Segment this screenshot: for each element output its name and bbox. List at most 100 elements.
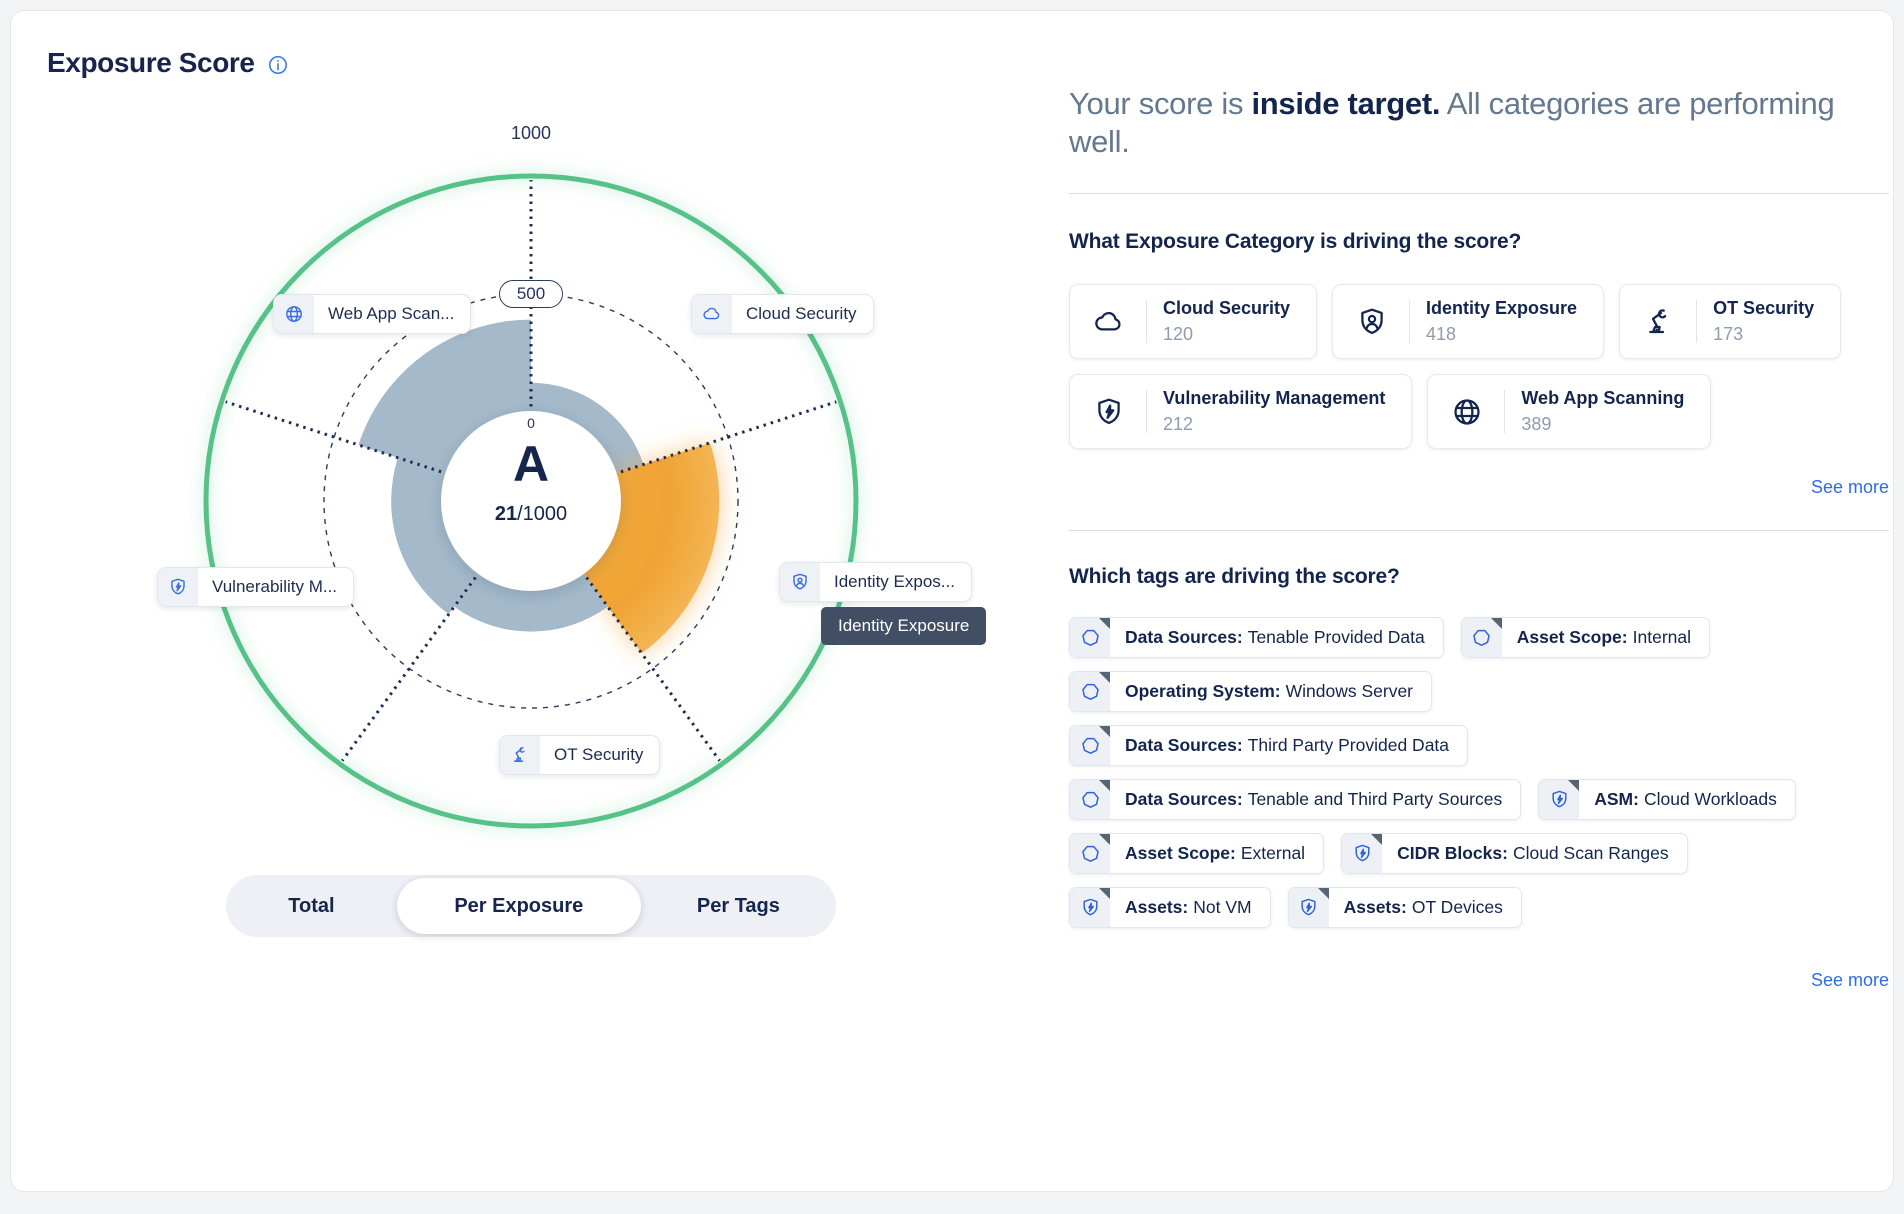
tag-chip-text: Assets: Not VM xyxy=(1125,897,1252,917)
sector-spoke xyxy=(613,400,837,476)
radial-chart-svg[interactable] xyxy=(11,11,1051,971)
tags-question: Which tags are driving the score? xyxy=(1069,565,1400,588)
tag-row: Operating System: Windows Server xyxy=(1069,671,1889,712)
divider xyxy=(1146,390,1147,433)
category-question: What Exposure Category is driving the sc… xyxy=(1069,230,1522,253)
axis-tick-1000: 1000 xyxy=(510,123,552,143)
tag-chip-text: Assets: OT Devices xyxy=(1343,897,1503,917)
score-grade: A xyxy=(512,436,550,492)
target-ring xyxy=(203,173,859,829)
tag-row: Data Sources: Tenable and Third Party Sou… xyxy=(1069,779,1889,820)
sector-spoke xyxy=(225,400,449,476)
identity-badge-icon xyxy=(1349,298,1395,345)
category-card-title: Vulnerability Management xyxy=(1163,388,1386,408)
midpoint-dashed-circle xyxy=(323,293,739,709)
toggle-total[interactable]: Total xyxy=(288,894,335,917)
chip-label: OT Security xyxy=(554,745,644,764)
tag-chip[interactable]: Data Sources: Third Party Provided Data xyxy=(1069,725,1469,766)
heptagon-tag-icon xyxy=(1461,618,1502,657)
tag-chip[interactable]: CIDR Blocks: Cloud Scan Ranges xyxy=(1341,833,1688,874)
category-card-title: OT Security xyxy=(1713,298,1815,318)
shield-lightning-icon xyxy=(1288,888,1329,927)
folded-corner xyxy=(1099,726,1110,737)
insights-panel: Your score is inside target. All categor… xyxy=(1069,85,1889,991)
heptagon-tag-icon xyxy=(1070,672,1110,711)
category-card-title: Identity Exposure xyxy=(1426,298,1578,318)
category-chip-cloud-security[interactable]: Cloud Security xyxy=(691,294,874,334)
page-title: Exposure Score xyxy=(47,47,289,79)
folded-corner xyxy=(1490,618,1502,629)
sector-spoke xyxy=(341,570,482,762)
heptagon-tag-icon xyxy=(1070,618,1110,657)
category-card-title: Cloud Security xyxy=(1163,298,1291,318)
tag-chip[interactable]: Assets: Not VM xyxy=(1069,887,1271,928)
divider xyxy=(1409,300,1411,343)
exposure-score-widget: Exposure Score xyxy=(10,10,1894,1192)
exposure-radial-chart: 1000 500 0 A 21/1000 Web App Scan... Clo… xyxy=(11,11,1051,971)
page-title-text: Exposure Score xyxy=(47,47,255,78)
category-chip-identity-exposure[interactable]: Identity Expos... xyxy=(779,562,972,602)
tag-chip-text: ASM: Cloud Workloads xyxy=(1594,789,1777,809)
chip-label: Web App Scan... xyxy=(328,304,455,323)
score-summary: Your score is inside target. All categor… xyxy=(1069,85,1889,161)
globe-icon xyxy=(274,295,314,333)
category-card-text: Vulnerability Management 212 xyxy=(1163,388,1385,435)
category-card-text: Identity Exposure 418 xyxy=(1426,298,1577,345)
tag-row: Assets: Not VM Assets: OT Devices xyxy=(1069,887,1889,928)
see-more-categories-link[interactable]: See more xyxy=(1810,477,1889,497)
tag-chip-text: Data Sources: Tenable and Third Party Sou… xyxy=(1125,789,1503,809)
see-more-tags-link[interactable]: See more xyxy=(1810,970,1889,990)
folded-corner xyxy=(1568,780,1580,791)
toggle-per-exposure[interactable]: Per Exposure xyxy=(396,878,641,934)
category-card-value: 212 xyxy=(1163,414,1194,434)
category-card-text: Web App Scanning 389 xyxy=(1521,388,1684,435)
identity-badge-icon xyxy=(780,563,820,601)
tag-chip[interactable]: Asset Scope: Internal xyxy=(1460,617,1710,658)
category-chip-web-app-scanning[interactable]: Web App Scan... xyxy=(273,294,472,334)
summary-prefix: Your score is xyxy=(1069,86,1252,121)
robot-arm-icon xyxy=(500,736,540,774)
tag-chip-text: Operating System: Windows Server xyxy=(1125,681,1414,701)
robot-arm-icon xyxy=(1636,298,1682,345)
shield-lightning-icon xyxy=(1086,388,1132,435)
tag-chip[interactable]: Assets: OT Devices xyxy=(1287,887,1522,928)
tag-chip[interactable]: Data Sources: Tenable and Third Party Sou… xyxy=(1069,779,1522,820)
view-toggle: Total Per Exposure Per Tags xyxy=(226,875,836,937)
category-card[interactable]: Cloud Security 120 xyxy=(1069,284,1318,359)
divider xyxy=(1696,300,1698,343)
tag-chip[interactable]: Asset Scope: External xyxy=(1069,833,1325,874)
folded-corner xyxy=(1371,834,1383,845)
category-card-value: 418 xyxy=(1426,324,1457,344)
axis-tick-0: 0 xyxy=(527,415,535,431)
category-card[interactable]: Identity Exposure 418 xyxy=(1332,284,1605,359)
globe-icon xyxy=(1444,388,1490,435)
chip-label: Vulnerability M... xyxy=(212,577,338,596)
category-card[interactable]: Vulnerability Management 212 xyxy=(1069,374,1413,449)
folded-corner xyxy=(1099,672,1110,683)
toggle-per-tags[interactable]: Per Tags xyxy=(696,894,780,917)
category-chip-vulnerability-management[interactable]: Vulnerability M... xyxy=(157,567,355,607)
category-card-title: Web App Scanning xyxy=(1521,388,1685,408)
divider xyxy=(1146,300,1147,343)
category-chip-ot-security[interactable]: OT Security xyxy=(499,735,661,775)
tag-chip[interactable]: Data Sources: Tenable Provided Data xyxy=(1069,617,1444,658)
category-card[interactable]: Web App Scanning 389 xyxy=(1427,374,1712,449)
divider xyxy=(1504,390,1506,433)
tag-row: Data Sources: Tenable Provided Data Asset … xyxy=(1069,617,1889,658)
tag-chip[interactable]: Operating System: Windows Server xyxy=(1069,671,1433,712)
category-cards: Cloud Security 120 Identity Exposure 418 OT … xyxy=(1069,284,1889,449)
folded-corner xyxy=(1099,618,1110,629)
divider xyxy=(1069,530,1889,531)
tag-chip[interactable]: ASM: Cloud Workloads xyxy=(1538,779,1796,820)
chip-label: Cloud Security xyxy=(746,304,857,323)
category-card[interactable]: OT Security 173 xyxy=(1619,284,1842,359)
heptagon-tag-icon xyxy=(1070,780,1110,819)
tag-chip-text: Asset Scope: External xyxy=(1125,843,1306,863)
divider xyxy=(1069,193,1889,194)
cloud-icon xyxy=(692,295,732,333)
sector-spoke xyxy=(580,570,721,762)
score-fraction: 21/1000 xyxy=(461,503,601,526)
category-card-text: Cloud Security 120 xyxy=(1163,298,1290,345)
folded-corner xyxy=(1317,888,1329,899)
summary-suffix: All categories are performing well. xyxy=(1069,86,1835,159)
